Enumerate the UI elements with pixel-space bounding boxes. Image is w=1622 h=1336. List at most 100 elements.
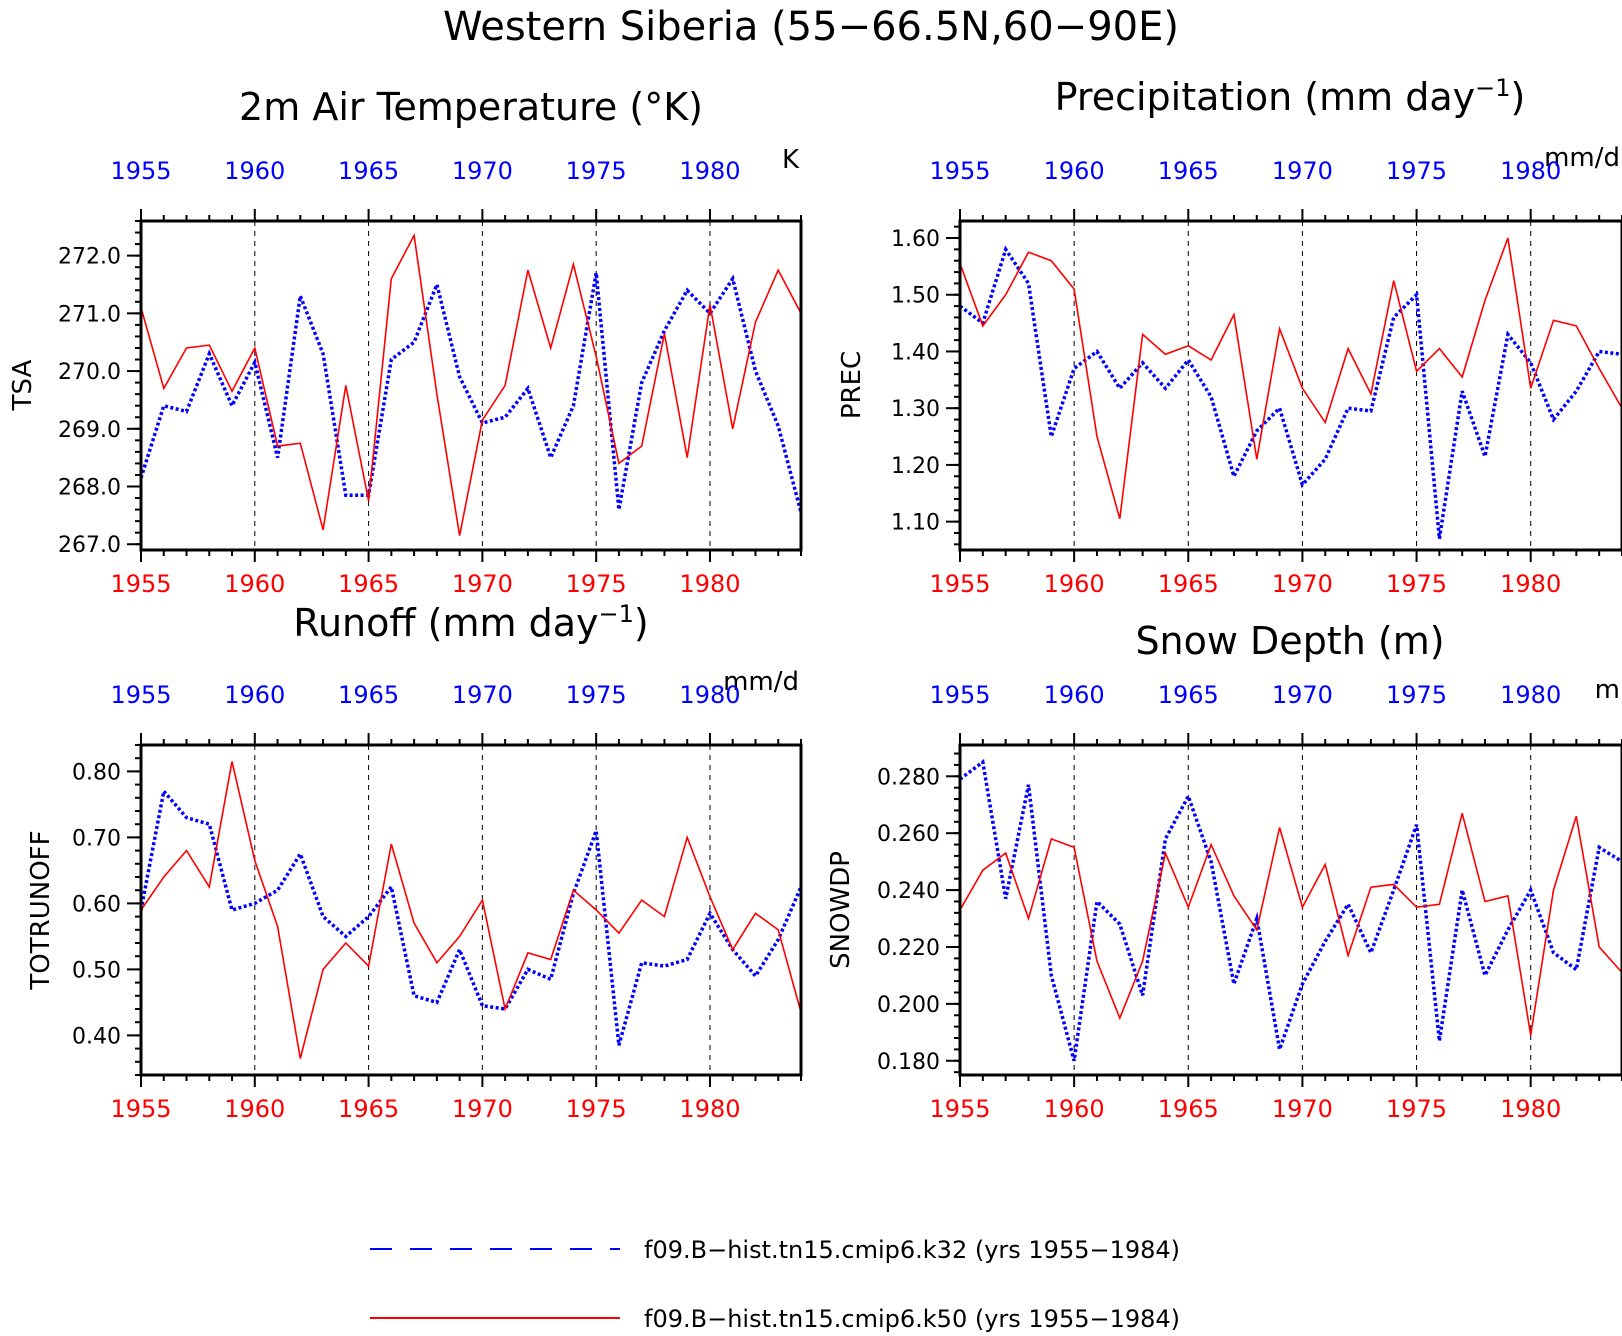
series-line-k32 bbox=[960, 758, 1622, 1062]
x-tick-label-bottom: 1955 bbox=[110, 570, 171, 598]
y-tick-label: 268.0 bbox=[58, 476, 121, 501]
chart-panel-0: 2m Air Temperature (°K) K TSA 267.0 268.0 269… bbox=[8, 85, 803, 598]
x-tick-label-bottom: 1970 bbox=[1272, 1095, 1333, 1123]
x-tick-label-bottom: 1965 bbox=[1158, 1095, 1219, 1123]
plot-frame bbox=[139, 743, 803, 1077]
x-tick-label-top: 1980 bbox=[679, 681, 740, 709]
x-tick-label-top: 1980 bbox=[1500, 681, 1561, 709]
x-tick-label-bottom: 1975 bbox=[1386, 1095, 1447, 1123]
units-label: mm/d bbox=[723, 667, 799, 697]
y-tick-label: 269.0 bbox=[58, 418, 121, 443]
series-line-k50 bbox=[141, 761, 801, 1059]
x-tick-label-top: 1980 bbox=[1500, 157, 1561, 185]
x-tick-label-top: 1970 bbox=[1272, 681, 1333, 709]
panel-title: Precipitation (mm day−1) bbox=[1055, 74, 1526, 119]
x-tick-label-bottom: 1960 bbox=[224, 1095, 285, 1123]
y-tick-label: 0.40 bbox=[72, 1024, 121, 1049]
x-tick-label-bottom: 1955 bbox=[929, 570, 990, 598]
figure-title: Western Siberia (55−66.5N,60−90E) bbox=[443, 4, 1179, 50]
panel-title-suffix: ) bbox=[634, 601, 649, 645]
x-tick-label-top: 1955 bbox=[929, 157, 990, 185]
panel-title: Runoff (mm day−1) bbox=[293, 600, 648, 645]
x-tick-label-top: 1970 bbox=[452, 157, 513, 185]
plot-frame bbox=[958, 219, 1622, 552]
series-line-k32 bbox=[141, 272, 801, 513]
x-tick-label-bottom: 1970 bbox=[452, 1095, 513, 1123]
y-tick-label: 270.0 bbox=[58, 360, 121, 385]
y-tick-label: 0.80 bbox=[72, 760, 121, 785]
x-tick-label-bottom: 1980 bbox=[679, 1095, 740, 1123]
x-tick-label-top: 1970 bbox=[1272, 157, 1333, 185]
panel-title-superscript: −1 bbox=[1475, 74, 1510, 102]
y-tick-label: 0.280 bbox=[877, 765, 940, 790]
units-label: K bbox=[782, 145, 800, 175]
x-tick-label-top: 1965 bbox=[338, 681, 399, 709]
x-tick-label-top: 1965 bbox=[1158, 157, 1219, 185]
x-tick-label-top: 1980 bbox=[679, 157, 740, 185]
x-tick-label-bottom: 1975 bbox=[566, 1095, 627, 1123]
x-tick-label-bottom: 1980 bbox=[679, 570, 740, 598]
units-label: mm/d bbox=[1544, 143, 1620, 173]
x-tick-label-top: 1965 bbox=[338, 157, 399, 185]
chart-panel-2: Runoff (mm day−1) mm/d TOTRUNOFF 0.40 0.50 0.… bbox=[26, 600, 803, 1123]
y-tick-label: 0.260 bbox=[877, 822, 940, 847]
x-tick-label-bottom: 1960 bbox=[224, 570, 285, 598]
y-axis-label: PREC bbox=[837, 351, 867, 419]
x-tick-label-bottom: 1955 bbox=[110, 1095, 171, 1123]
y-axis-label: TOTRUNOFF bbox=[26, 830, 56, 990]
y-axis-label: SNOWDP bbox=[826, 851, 856, 969]
series-line-k50 bbox=[960, 237, 1622, 520]
y-tick-label: 1.10 bbox=[891, 511, 940, 536]
x-tick-label-bottom: 1960 bbox=[1044, 570, 1105, 598]
y-tick-label: 1.20 bbox=[891, 454, 940, 479]
y-tick-label: 1.50 bbox=[891, 284, 940, 309]
series-line-k50 bbox=[141, 232, 801, 536]
panel-title-superscript: −1 bbox=[599, 600, 634, 628]
plot-frame bbox=[958, 743, 1622, 1077]
panels: 2m Air Temperature (°K) K TSA 267.0 268.0 269… bbox=[8, 74, 1622, 1123]
y-tick-label: 0.180 bbox=[877, 1050, 940, 1075]
x-tick-label-top: 1955 bbox=[929, 681, 990, 709]
panel-title-suffix: ) bbox=[1511, 75, 1526, 119]
y-tick-label: 1.30 bbox=[891, 397, 940, 422]
plot-frame bbox=[139, 219, 803, 552]
x-tick-label-top: 1955 bbox=[110, 157, 171, 185]
x-tick-label-bottom: 1965 bbox=[338, 1095, 399, 1123]
x-tick-label-bottom: 1965 bbox=[1158, 570, 1219, 598]
chart-panel-1: Precipitation (mm day−1) mm/d PREC 1.10 1.20… bbox=[837, 74, 1622, 598]
y-tick-label: 0.70 bbox=[72, 826, 121, 851]
x-tick-label-bottom: 1975 bbox=[566, 570, 627, 598]
x-tick-label-top: 1970 bbox=[452, 681, 513, 709]
series-line-k32 bbox=[141, 787, 801, 1046]
y-tick-label: 0.240 bbox=[877, 879, 940, 904]
y-tick-label: 0.220 bbox=[877, 936, 940, 961]
y-axis-label: TSA bbox=[8, 359, 38, 411]
x-tick-label-top: 1955 bbox=[110, 681, 171, 709]
x-tick-label-top: 1965 bbox=[1158, 681, 1219, 709]
x-tick-label-bottom: 1980 bbox=[1500, 570, 1561, 598]
chart-panel-3: Snow Depth (m) m SNOWDP 0.180 0.200 0.220 0.24… bbox=[826, 619, 1622, 1123]
y-tick-label: 0.200 bbox=[877, 993, 940, 1018]
x-tick-label-top: 1960 bbox=[224, 157, 285, 185]
x-tick-label-top: 1975 bbox=[566, 681, 627, 709]
units-label: m bbox=[1595, 675, 1620, 705]
x-tick-label-top: 1960 bbox=[224, 681, 285, 709]
panel-title: Snow Depth (m) bbox=[1135, 619, 1444, 663]
x-tick-label-bottom: 1975 bbox=[1386, 570, 1447, 598]
x-tick-label-top: 1960 bbox=[1044, 681, 1105, 709]
x-tick-label-bottom: 1970 bbox=[1272, 570, 1333, 598]
y-tick-label: 272.0 bbox=[58, 245, 121, 270]
y-tick-label: 1.60 bbox=[891, 227, 940, 252]
x-tick-label-top: 1975 bbox=[566, 157, 627, 185]
legend-label-k50: f09.B−hist.tn15.cmip6.k50 (yrs 1955−1984… bbox=[644, 1305, 1180, 1333]
x-tick-label-bottom: 1960 bbox=[1044, 1095, 1105, 1123]
y-tick-label: 0.50 bbox=[72, 958, 121, 983]
legend-label-k32: f09.B−hist.tn15.cmip6.k32 (yrs 1955−1984… bbox=[644, 1236, 1180, 1264]
y-tick-label: 0.60 bbox=[72, 892, 121, 917]
x-tick-label-top: 1975 bbox=[1386, 681, 1447, 709]
y-tick-label: 1.40 bbox=[891, 340, 940, 365]
x-tick-label-bottom: 1965 bbox=[338, 570, 399, 598]
y-tick-label: 271.0 bbox=[58, 302, 121, 327]
legend: f09.B−hist.tn15.cmip6.k32 (yrs 1955−1984… bbox=[370, 1236, 1180, 1333]
y-tick-label: 267.0 bbox=[58, 533, 121, 558]
